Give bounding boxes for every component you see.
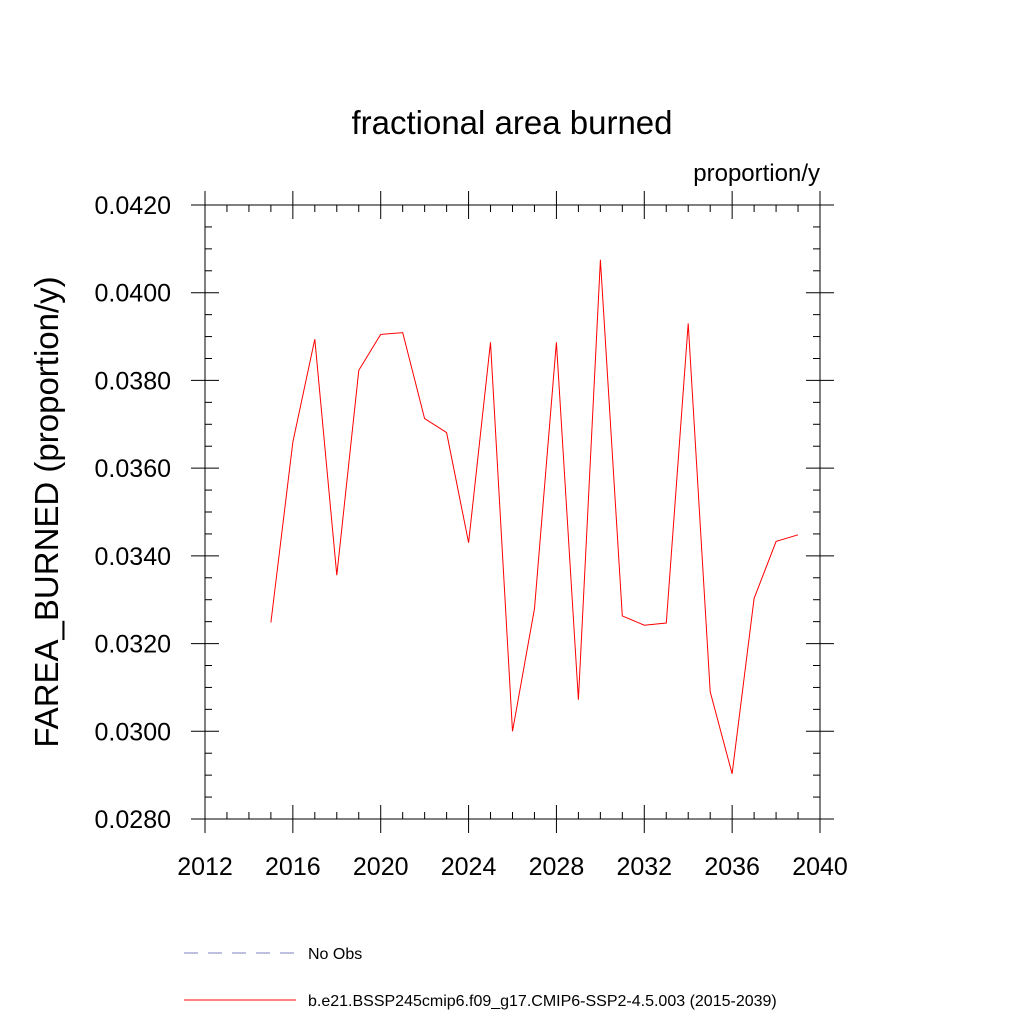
chart-title: fractional area burned (351, 104, 672, 141)
y-tick-label: 0.0400 (95, 280, 171, 308)
x-tick-label: 2032 (616, 853, 672, 881)
x-tick-label: 2036 (704, 853, 760, 881)
series-line-0 (270, 259, 799, 774)
x-tick-label: 2024 (441, 853, 497, 881)
y-axis-label: FAREA_BURNED (proportion/y) (28, 276, 65, 747)
x-tick-label: 2016 (265, 853, 321, 881)
y-tick-label: 0.0300 (95, 718, 171, 746)
y-tick-label: 0.0380 (95, 367, 171, 395)
legend: No Obs b.e21.BSSP245cmip6.f09_g17.CMIP6-S… (184, 946, 777, 1010)
y-tick-label: 0.0340 (95, 543, 171, 571)
y-tick-label: 0.0420 (95, 192, 171, 220)
x-tick-label: 2020 (353, 853, 409, 881)
legend-label-1: b.e21.BSSP245cmip6.f09_g17.CMIP6-SSP2-4.… (308, 993, 777, 1010)
series-lines (270, 259, 799, 774)
x-tick-label: 2040 (792, 853, 848, 881)
units-label: proportion/y (693, 160, 820, 187)
y-tick-label: 0.0280 (95, 806, 171, 834)
axes: 2012 2016 2020 2024 2028 2032 2036 2040 0.0280 0.… (95, 191, 848, 881)
x-tick-label: 2028 (529, 853, 585, 881)
y-tick-label: 0.0320 (95, 631, 171, 659)
x-tick-label: 2012 (177, 853, 233, 881)
legend-label-0: No Obs (308, 946, 362, 963)
y-tick-label: 0.0360 (95, 455, 171, 483)
